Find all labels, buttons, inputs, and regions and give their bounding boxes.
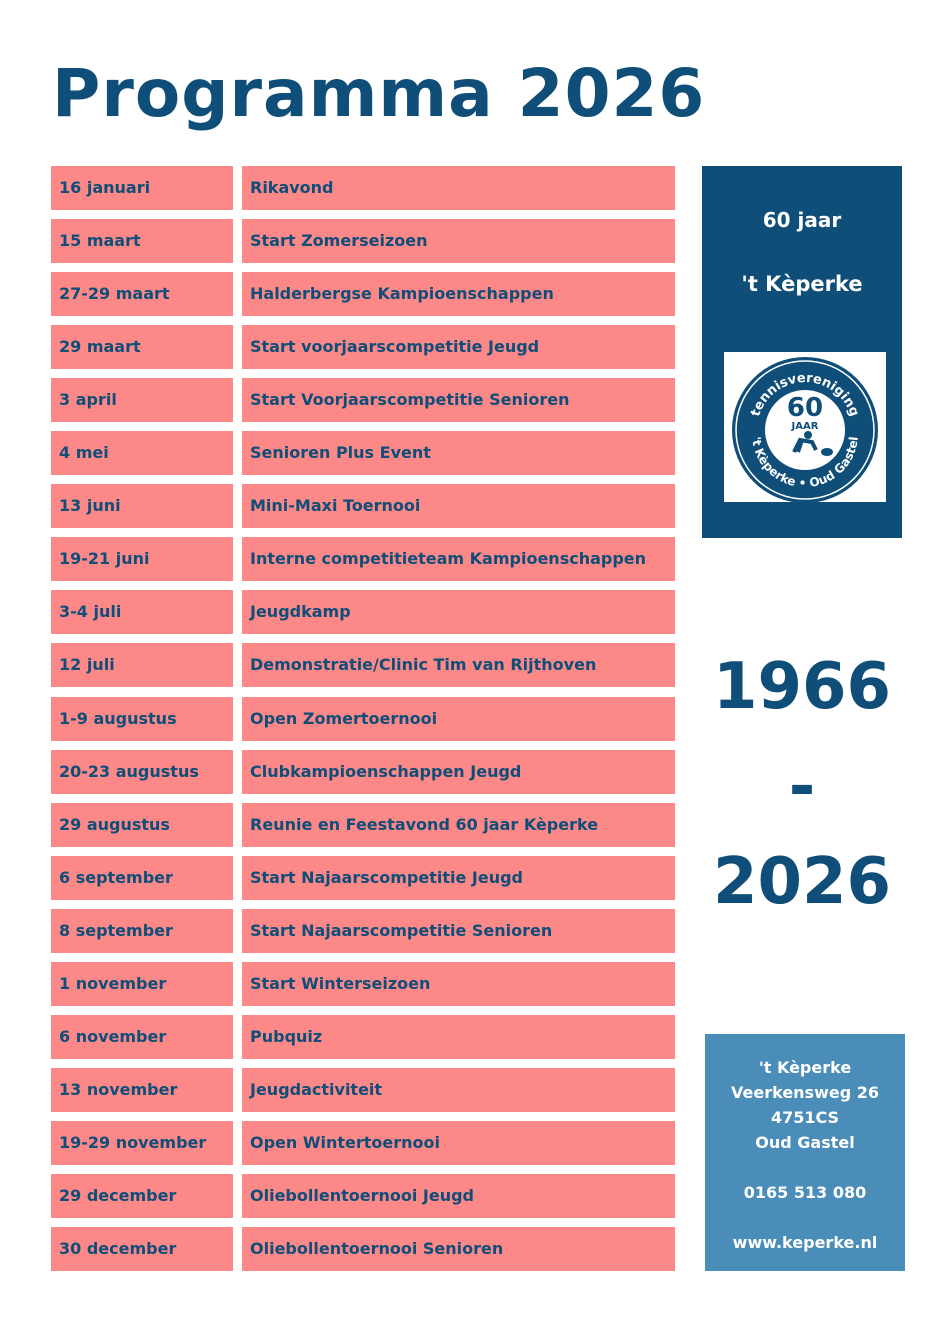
event-row: 19-29 november Open Wintertoernooi — [51, 1120, 675, 1165]
event-name: Start voorjaarscompetitie Jeugd — [242, 325, 675, 370]
event-name: Rikavond — [242, 166, 675, 210]
event-date: 8 september — [51, 908, 233, 953]
event-date: 29 maart — [51, 325, 233, 370]
club-name: 't Kèperke — [741, 272, 863, 296]
event-name: Jeugdactiviteit — [242, 1067, 675, 1112]
year-dash: - — [788, 750, 816, 824]
event-row: 20-23 augustus Clubkampioenschappen Jeugd — [51, 749, 675, 794]
event-date: 15 maart — [51, 219, 233, 264]
event-date: 13 juni — [51, 484, 233, 529]
event-name: Mini-Maxi Toernooi — [242, 484, 675, 529]
event-row: 29 maart Start voorjaarscompetitie Jeugd — [51, 325, 675, 370]
anniversary-panel: 60 jaar 't Kèperke tennisvereniging 't K… — [702, 166, 902, 538]
event-date: 19-21 juni — [51, 537, 233, 582]
event-name: Start Winterseizoen — [242, 961, 675, 1006]
contact-name: 't Kèperke — [758, 1058, 852, 1077]
event-row: 3 april Start Voorjaarscompetitie Seniore… — [51, 378, 675, 423]
event-date: 3 april — [51, 378, 233, 423]
event-name: Oliebollentoernooi Jeugd — [242, 1173, 675, 1218]
event-name: Interne competitieteam Kampioenschappen — [242, 537, 675, 582]
club-logo: tennisvereniging 't Kèperke • Oud Gastel… — [724, 352, 886, 503]
event-date: 3-4 juli — [51, 590, 233, 635]
contact-city: Oud Gastel — [755, 1133, 855, 1152]
contact-street: Veerkensweg 26 — [731, 1083, 879, 1102]
event-row: 30 december Oliebollentoernooi Senioren — [51, 1227, 675, 1271]
event-name: Start Zomerseizoen — [242, 219, 675, 264]
event-name: Demonstratie/Clinic Tim van Rijthoven — [242, 643, 675, 688]
event-date: 1 november — [51, 961, 233, 1006]
event-name: Start Voorjaarscompetitie Senioren — [242, 378, 675, 423]
year-start: 1966 — [712, 650, 892, 724]
event-name: Start Najaarscompetitie Jeugd — [242, 855, 675, 900]
event-row: 4 mei Senioren Plus Event — [51, 431, 675, 476]
event-date: 19-29 november — [51, 1120, 233, 1165]
year-end: 2026 — [712, 845, 892, 919]
event-row: 13 juni Mini-Maxi Toernooi — [51, 484, 675, 529]
svg-text:60: 60 — [787, 393, 823, 423]
event-date: 6 september — [51, 855, 233, 900]
event-date: 13 november — [51, 1067, 233, 1112]
event-date: 20-23 augustus — [51, 749, 233, 794]
event-row: 16 januari Rikavond — [51, 166, 675, 210]
event-row: 1 november Start Winterseizoen — [51, 961, 675, 1006]
event-row: 8 september Start Najaarscompetitie Senio… — [51, 908, 675, 953]
svg-text:JAAR: JAAR — [791, 421, 819, 432]
event-date: 4 mei — [51, 431, 233, 476]
event-row: 29 augustus Reunie en Feestavond 60 jaar … — [51, 802, 675, 847]
event-name: Senioren Plus Event — [242, 431, 675, 476]
event-date: 27-29 maart — [51, 272, 233, 317]
event-row: 6 november Pubquiz — [51, 1014, 675, 1059]
event-name: Oliebollentoernooi Senioren — [242, 1227, 675, 1271]
event-row: 12 juli Demonstratie/Clinic Tim van Rijth… — [51, 643, 675, 688]
event-name: Reunie en Feestavond 60 jaar Kèperke — [242, 802, 675, 847]
event-row: 6 september Start Najaarscompetitie Jeugd — [51, 855, 675, 900]
contact-postcode: 4751CS — [770, 1108, 840, 1127]
event-name: Jeugdkamp — [242, 590, 675, 635]
logo-emblem-icon: tennisvereniging 't Kèperke • Oud Gastel… — [732, 357, 878, 503]
event-row: 3-4 juli Jeugdkamp — [51, 590, 675, 635]
event-date: 29 augustus — [51, 802, 233, 847]
anniversary-title: 60 jaar — [762, 208, 842, 232]
event-name: Open Zomertoernooi — [242, 696, 675, 741]
event-row: 1-9 augustus Open Zomertoernooi — [51, 696, 675, 741]
event-date: 30 december — [51, 1227, 233, 1271]
contact-box: 't Kèperke Veerkensweg 26 4751CS Oud Gas… — [705, 1034, 905, 1271]
event-row: 13 november Jeugdactiviteit — [51, 1067, 675, 1112]
event-date: 16 januari — [51, 166, 233, 210]
event-date: 12 juli — [51, 643, 233, 688]
event-row: 15 maart Start Zomerseizoen — [51, 219, 675, 264]
event-row: 19-21 juni Interne competitieteam Kampioe… — [51, 537, 675, 582]
event-name: Pubquiz — [242, 1014, 675, 1059]
event-date: 29 december — [51, 1173, 233, 1218]
event-row: 29 december Oliebollentoernooi Jeugd — [51, 1173, 675, 1218]
event-name: Clubkampioenschappen Jeugd — [242, 749, 675, 794]
contact-phone: 0165 513 080 — [743, 1183, 867, 1202]
event-date: 6 november — [51, 1014, 233, 1059]
event-name: Start Najaarscompetitie Senioren — [242, 908, 675, 953]
page-title: Programma 2026 — [52, 55, 706, 132]
event-row: 27-29 maart Halderbergse Kampioenschappen — [51, 272, 675, 317]
contact-website[interactable]: www.keperke.nl — [732, 1233, 878, 1252]
event-date: 1-9 augustus — [51, 696, 233, 741]
event-name: Open Wintertoernooi — [242, 1120, 675, 1165]
event-name: Halderbergse Kampioenschappen — [242, 272, 675, 317]
